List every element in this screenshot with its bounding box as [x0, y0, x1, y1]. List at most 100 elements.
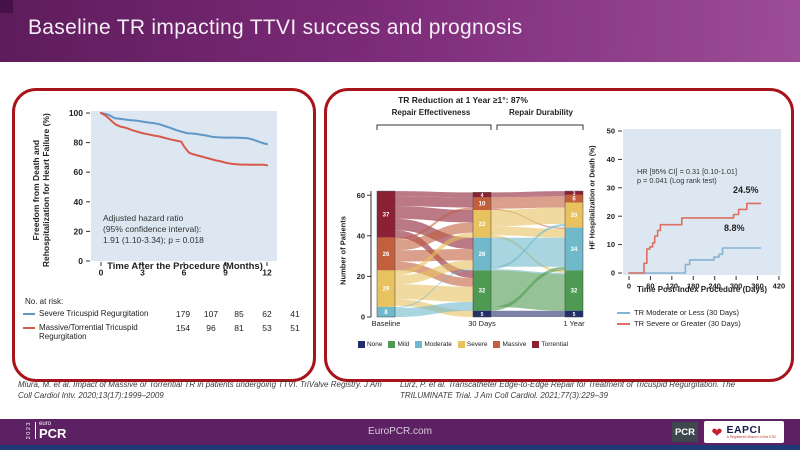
legend-item-moderate-or-less: TR Moderate or Less (30 Days)	[617, 307, 741, 318]
blue-line-swatch	[617, 311, 630, 314]
risk-row-label: Severe Tricuspid Regurgitation	[39, 309, 149, 318]
svg-text:60: 60	[646, 282, 654, 291]
none-swatch	[357, 341, 365, 348]
eapci-heart-icon: ❤	[711, 424, 723, 440]
svg-text:180: 180	[687, 282, 700, 291]
svg-text:0: 0	[361, 313, 365, 322]
eapci-name: EAPCI	[726, 424, 762, 436]
header-bar: Baseline TR impacting TTVI success and p…	[0, 0, 800, 62]
congress-euro: euro	[39, 421, 52, 427]
svg-text:20: 20	[607, 212, 615, 221]
severe-swatch	[457, 341, 465, 348]
legend-item-none: None	[357, 341, 382, 348]
legend-item-severe-or-greater: TR Severe or Greater (30 Days)	[617, 318, 741, 329]
europcr-2023-logo: 2023 euro PCR	[26, 421, 66, 440]
congress-pcr: PCR	[39, 426, 67, 441]
svg-text:40: 40	[357, 231, 365, 240]
massive-tr-line-swatch	[23, 327, 35, 329]
risk-value: 96	[206, 323, 216, 333]
svg-text:240: 240	[708, 282, 721, 291]
risk-row-label: Massive/Torrential Tricuspid Regurgitati…	[39, 323, 138, 342]
svg-text:40: 40	[74, 197, 84, 207]
moderate-swatch	[415, 341, 423, 348]
legend-item-massive: Massive	[493, 341, 526, 348]
km2-x-axis-label: Time Post-Index Procedure (Days)	[636, 285, 768, 294]
risk-value: 51	[290, 323, 300, 333]
svg-text:50: 50	[607, 127, 615, 136]
red-line-swatch	[617, 322, 630, 325]
svg-text:8: 8	[384, 310, 388, 316]
eapci-logo: ❤ EAPCI A Registered Branch of the ESC	[704, 421, 784, 443]
sankey-y-axis-label: Number of Patients	[338, 216, 348, 285]
km2-svg: 0 10 20 30 40 50 0 60 120 180 240 300 360 420	[607, 127, 786, 291]
svg-text:3: 3	[573, 191, 576, 197]
km2-y-axis-label: HF Hospitalization or Death (%)	[589, 145, 597, 250]
repair-effectiveness-label: Repair Effectiveness	[391, 108, 471, 117]
legend-item-moderate: Moderate	[415, 341, 452, 348]
legend-item-torrential: Torrential	[532, 341, 568, 348]
svg-text:0: 0	[78, 256, 83, 266]
km2-legend: TR Moderate or Less (30 Days) TR Severe …	[617, 307, 741, 330]
sankey-title: TR Reduction at 1 Year ≥1°: 87%	[398, 95, 528, 105]
svg-text:0: 0	[627, 282, 631, 291]
bottom-accent-strip	[0, 445, 800, 450]
svg-text:20: 20	[571, 213, 578, 219]
svg-text:22: 22	[479, 222, 486, 228]
tr-grade-legend: None Mild Moderate Severe Massive Torren…	[337, 341, 589, 348]
svg-text:80: 80	[74, 138, 84, 148]
svg-text:360: 360	[751, 282, 764, 291]
triluminate-panel: TR Reduction at 1 Year ≥1°: 87% Repair E…	[324, 88, 794, 382]
svg-text:60: 60	[74, 167, 84, 177]
blue-curve-end-label: 8.8%	[724, 223, 745, 233]
pcr-logo: PCR	[672, 422, 698, 442]
risk-value: 179	[175, 309, 191, 319]
svg-text:60: 60	[357, 191, 365, 200]
mild-swatch	[388, 341, 396, 348]
svg-text:30: 30	[607, 183, 615, 192]
risk-value: 53	[262, 323, 272, 333]
trivalve-km-svg: 0 20 40 60 80 100 0 3 6 9 12	[69, 108, 277, 278]
hf-hospitalization-km-chart: 0 10 20 30 40 50 0 60 120 180 240 300 360 420 HF Hosp…	[583, 121, 791, 371]
svg-text:32: 32	[571, 289, 578, 295]
km1-y-axis-label: Freedom from Death and Rehospitalization…	[30, 113, 51, 268]
torrential-swatch	[532, 341, 540, 348]
svg-text:120: 120	[666, 282, 679, 291]
footer-bar: 2023 euro PCR EuroPCR.com PCR ❤ EAPCI A …	[0, 419, 800, 445]
svg-text:100: 100	[69, 108, 83, 118]
svg-text:32: 32	[479, 289, 486, 295]
svg-text:3: 3	[140, 268, 145, 278]
legend-item-mild: Mild	[388, 341, 409, 348]
sankey-col-label-30days: 30 Days	[468, 319, 496, 328]
risk-value: 85	[234, 309, 244, 319]
risk-table-title: No. at risk:	[25, 297, 64, 306]
massive-swatch	[493, 341, 501, 348]
congress-year: 2023	[26, 421, 32, 440]
svg-text:10: 10	[479, 202, 486, 208]
km1-hazard-ratio-annotation: Adjusted hazard ratio (95% confidence in…	[103, 213, 204, 246]
trivalve-citation: Miura, M. et al. Impact of Massive or To…	[18, 380, 382, 400]
svg-text:20: 20	[74, 226, 84, 236]
svg-text:26: 26	[383, 252, 390, 258]
tr-reduction-sankey: TR Reduction at 1 Year ≥1°: 87% Repair E…	[337, 95, 589, 363]
risk-value: 81	[234, 323, 244, 333]
number-at-risk-table: No. at risk: Severe Tricuspid Regurgitat…	[23, 297, 309, 341]
svg-text:26: 26	[479, 252, 486, 258]
svg-text:420: 420	[773, 282, 786, 291]
svg-text:20: 20	[357, 272, 365, 281]
svg-text:6: 6	[182, 268, 187, 278]
sankey-svg: 37 26 29 8 4 10 22 26 32 5 36 20 34 32 5 0 20 40 60	[357, 124, 584, 322]
sankey-col-label-1year: 1 Year	[563, 319, 585, 328]
logo-divider	[35, 422, 36, 439]
svg-text:29: 29	[383, 287, 390, 293]
legend-item-severe: Severe	[457, 341, 487, 348]
svg-text:37: 37	[383, 212, 390, 218]
svg-text:5: 5	[573, 312, 576, 318]
triluminate-citation: Lurz, P. et al. Transcatheter Edge-to-Ed…	[400, 380, 736, 400]
km1-x-axis-label: Time After the Procedure (Months)	[107, 261, 263, 272]
svg-text:0: 0	[611, 269, 615, 278]
svg-text:10: 10	[607, 240, 615, 249]
europcr-site-link: EuroPCR.com	[368, 426, 432, 437]
repair-durability-label: Repair Durability	[508, 108, 573, 117]
page-title: Baseline TR impacting TTVI success and p…	[28, 16, 523, 39]
km2-hr-annotation: HR [95% CI] = 0.31 [0.10-1.01] p = 0.041…	[637, 167, 737, 186]
